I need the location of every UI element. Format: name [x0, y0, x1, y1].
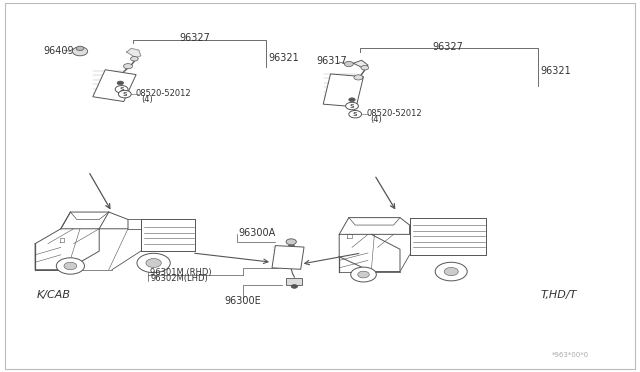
Bar	[286, 278, 302, 285]
Circle shape	[444, 267, 458, 276]
Circle shape	[146, 259, 161, 267]
Text: 96302M(LHD): 96302M(LHD)	[150, 275, 208, 283]
Text: T,HD/T: T,HD/T	[541, 290, 577, 300]
Circle shape	[115, 86, 128, 93]
Text: 96321: 96321	[541, 66, 572, 76]
Text: S: S	[353, 112, 358, 117]
Bar	[93, 70, 136, 102]
Text: 08520-52012: 08520-52012	[367, 109, 422, 118]
Circle shape	[291, 285, 298, 288]
Polygon shape	[127, 48, 141, 58]
Text: *963*00*0: *963*00*0	[552, 352, 589, 358]
Circle shape	[131, 57, 138, 61]
Circle shape	[76, 46, 84, 51]
Bar	[272, 246, 304, 269]
Circle shape	[351, 267, 376, 282]
Circle shape	[354, 75, 363, 80]
Text: 08520-52012: 08520-52012	[136, 89, 191, 98]
Text: 96301M (RHD): 96301M (RHD)	[150, 268, 212, 277]
Circle shape	[361, 65, 369, 70]
Text: K/CAB: K/CAB	[37, 290, 71, 300]
Text: 96321: 96321	[269, 53, 300, 62]
Text: (4): (4)	[141, 95, 153, 104]
Circle shape	[344, 61, 353, 67]
Circle shape	[349, 98, 355, 102]
Circle shape	[435, 262, 467, 281]
Circle shape	[349, 110, 362, 118]
Circle shape	[117, 81, 124, 85]
Circle shape	[56, 258, 84, 274]
Text: 96300E: 96300E	[224, 296, 260, 306]
Circle shape	[358, 271, 369, 278]
Circle shape	[118, 90, 131, 98]
Circle shape	[124, 64, 132, 69]
Circle shape	[72, 47, 88, 56]
Bar	[323, 74, 364, 107]
Text: 96327: 96327	[433, 42, 463, 52]
Circle shape	[346, 102, 358, 110]
Circle shape	[64, 262, 77, 270]
Polygon shape	[353, 60, 368, 69]
Text: 96327: 96327	[180, 33, 211, 43]
Text: S: S	[119, 87, 124, 92]
Text: 96409: 96409	[44, 46, 74, 56]
Text: 96300A: 96300A	[238, 228, 275, 238]
Circle shape	[137, 253, 170, 273]
Text: (4): (4)	[371, 115, 382, 124]
Circle shape	[286, 239, 296, 245]
Text: 96317: 96317	[317, 57, 348, 66]
Text: S: S	[122, 92, 127, 97]
Text: S: S	[349, 103, 355, 109]
